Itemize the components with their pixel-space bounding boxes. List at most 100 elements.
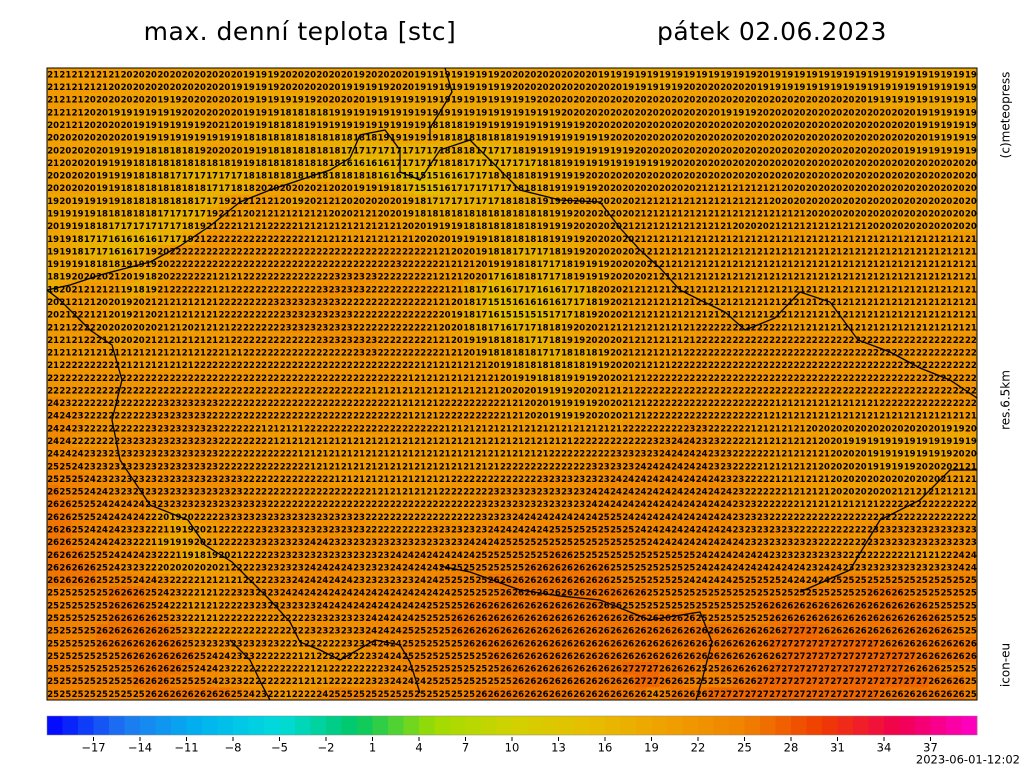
cell-value: 20 (598, 121, 610, 131)
cell-value: 19 (463, 235, 475, 245)
cell-value: 21 (720, 209, 732, 219)
grid-cell (193, 68, 207, 82)
cell-value: 19 (463, 83, 475, 93)
grid-cell (157, 80, 170, 94)
grid-cell (218, 68, 232, 82)
cell-value: 19 (537, 146, 549, 156)
cell-value: 20 (121, 96, 133, 106)
cell-value: 19 (378, 134, 390, 144)
cell-value: 18 (365, 172, 377, 182)
cell-value: 19 (292, 197, 304, 207)
cell-value: 20 (708, 172, 720, 182)
cell-value: 18 (549, 247, 561, 257)
grid-cell (218, 80, 232, 94)
cell-value: 20 (745, 146, 757, 156)
cell-value: 20 (757, 146, 769, 156)
cell-value: 19 (573, 159, 585, 169)
cell-value: 20 (329, 83, 341, 93)
cell-value: 19 (255, 146, 267, 156)
cell-value: 20 (855, 96, 867, 106)
cell-value: 21 (781, 247, 793, 257)
cell-value: 20 (304, 70, 316, 80)
cell-value: 21 (365, 209, 377, 219)
cell-value: 19 (965, 134, 977, 144)
cell-value: 19 (769, 83, 781, 93)
cell-value: 20 (867, 121, 879, 131)
cell-value: 20 (598, 184, 610, 194)
cell-value: 18 (194, 184, 206, 194)
cell-value: 21 (635, 222, 647, 232)
cell-value: 19 (427, 96, 439, 106)
cell-value: 19 (96, 197, 108, 207)
cell-value: 22 (341, 247, 353, 257)
cell-value: 21 (708, 247, 720, 257)
cell-value: 19 (818, 83, 830, 93)
cell-value: 19 (879, 83, 891, 93)
cell-value: 21 (904, 235, 916, 245)
cell-value: 20 (904, 184, 916, 194)
cell-value: 19 (194, 134, 206, 144)
cell-value: 16 (439, 184, 451, 194)
cell-value: 21 (720, 184, 732, 194)
cell-value: 20 (867, 197, 879, 207)
cell-value: 19 (47, 260, 59, 270)
cell-value: 17 (133, 247, 145, 257)
cell-value: 17 (133, 222, 145, 232)
cell-value: 20 (879, 159, 891, 169)
cell-value: 20 (292, 184, 304, 194)
grid-cell (512, 80, 525, 94)
cell-value: 20 (843, 121, 855, 131)
grid-cell (377, 80, 391, 94)
cell-value: 20 (904, 134, 916, 144)
cell-value: 22 (267, 222, 279, 232)
cell-value: 18 (280, 172, 292, 182)
grid-cell (59, 80, 72, 94)
cell-value: 20 (84, 134, 96, 144)
cell-value: 18 (133, 209, 145, 219)
cell-value: 15 (427, 184, 439, 194)
cell-value: 19 (732, 70, 744, 80)
cell-value: 19 (341, 108, 353, 118)
cell-value: 19 (806, 70, 818, 80)
cell-value: 19 (206, 209, 218, 219)
cell-value: 16 (353, 159, 365, 169)
cell-value: 20 (537, 70, 549, 80)
cell-value: 20 (794, 108, 806, 118)
cell-value: 20 (732, 121, 744, 131)
cell-value: 22 (280, 222, 292, 232)
cell-value: 19 (537, 108, 549, 118)
cell-value: 19 (378, 83, 390, 93)
cell-value: 18 (243, 172, 255, 182)
cell-value: 21 (59, 83, 71, 93)
cell-value: 20 (659, 121, 671, 131)
cell-value: 18 (475, 209, 487, 219)
cell-value: 18 (304, 146, 316, 156)
cell-value: 19 (549, 121, 561, 131)
cell-value: 21 (427, 247, 439, 257)
cell-value: 20 (794, 146, 806, 156)
cell-value: 21 (341, 222, 353, 232)
cell-value: 20 (818, 197, 830, 207)
cell-value: 17 (194, 197, 206, 207)
cell-value: 18 (121, 184, 133, 194)
cell-value: 19 (573, 260, 585, 270)
cell-value: 19 (133, 121, 145, 131)
cell-value: 18 (439, 121, 451, 131)
value-grid: 21 21 21 21 21 21 20 20 20 20 20 20 20 20 20 20 19 19 19 20… (47, 68, 977, 700)
cell-value: 20 (830, 159, 842, 169)
cell-value: 19 (953, 108, 965, 118)
cell-value: 21 (72, 121, 84, 131)
cell-value: 18 (280, 134, 292, 144)
cell-value: 21 (659, 197, 671, 207)
cell-value: 19 (488, 96, 500, 106)
cell-value: 21 (329, 222, 341, 232)
cell-value: 19 (843, 70, 855, 80)
cell-value: 20 (830, 134, 842, 144)
cell-value: 19 (267, 108, 279, 118)
cell-value: 19 (965, 121, 977, 131)
cell-value: 17 (512, 247, 524, 257)
cell-value: 21 (892, 247, 904, 257)
cell-value: 21 (757, 235, 769, 245)
cell-value: 21 (769, 247, 781, 257)
cell-value: 21 (892, 235, 904, 245)
